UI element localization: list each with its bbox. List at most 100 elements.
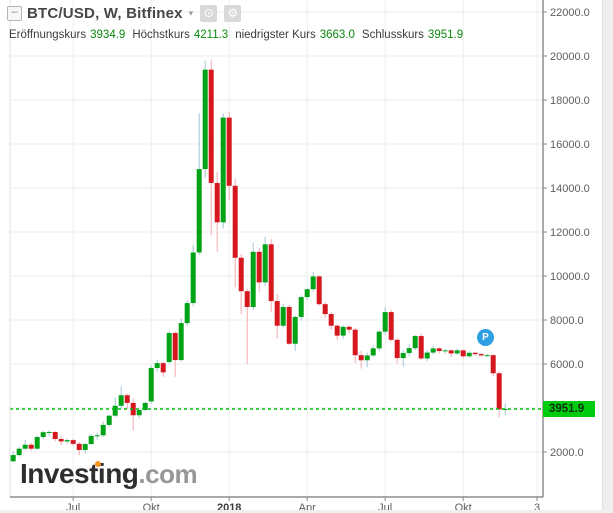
open-label: Eröffnungskurs: [9, 29, 87, 41]
candle-body: [22, 444, 28, 449]
candle-body: [430, 348, 436, 353]
candle-body: [196, 169, 202, 253]
y-tick-label: 18000.0: [550, 95, 590, 107]
candle-body: [130, 402, 136, 416]
investing-logo: Investing.com: [20, 458, 198, 490]
candle-body: [148, 367, 154, 402]
y-tick-label: 2000.0: [550, 447, 584, 459]
candle-body: [88, 435, 94, 445]
candle-body: [226, 117, 232, 186]
candle-body: [502, 409, 508, 411]
open-value: 3934.9: [90, 29, 126, 41]
snapshot-icon[interactable]: ⊙: [200, 5, 218, 22]
candle-body: [118, 395, 124, 406]
ohlc-legend: Eröffnungskurs 3934.9 Höchstkurs 4211.3 nied…: [9, 29, 470, 41]
candle-body: [310, 276, 316, 290]
candle-body: [178, 323, 184, 361]
candle-body: [406, 348, 412, 353]
candle-body: [52, 431, 58, 440]
x-tick-label: 2018: [217, 502, 241, 513]
x-tick-label: 3: [534, 502, 540, 513]
candle-body: [142, 402, 148, 410]
candle-body: [10, 455, 16, 462]
candle-body: [394, 339, 400, 359]
candle-body: [214, 182, 220, 223]
close-value: 3951.9: [427, 29, 464, 41]
candle-body: [154, 363, 160, 368]
low-value: 3663.0: [319, 29, 355, 41]
candle-body: [418, 336, 424, 359]
candle-body: [478, 354, 484, 356]
candle-body: [340, 326, 346, 336]
publisher-marker[interactable]: P: [477, 329, 494, 346]
candle-body: [298, 297, 304, 317]
candle-body: [250, 251, 256, 308]
y-tick-label: 20000.0: [550, 51, 590, 63]
candle-body: [328, 314, 334, 326]
page-bottom-strip: [0, 510, 613, 513]
high-label: Höchstkurs: [132, 29, 190, 41]
x-tick-label: Jul: [66, 502, 80, 513]
candle-body: [34, 437, 40, 449]
close-label: Schlusskurs: [361, 29, 424, 41]
symbol-title[interactable]: BTC/USD, W, Bitfinex: [27, 5, 183, 22]
candle-body: [58, 439, 64, 442]
candle-body: [244, 291, 250, 308]
candle-body: [370, 348, 376, 356]
candle-body: [28, 444, 34, 449]
candle-body: [424, 352, 430, 359]
y-tick-label: 12000.0: [550, 227, 590, 239]
candle-body: [358, 355, 364, 361]
candle-body: [112, 405, 118, 416]
logo-text: Investing: [20, 458, 139, 489]
x-tick-label: Apr: [299, 502, 316, 513]
chevron-down-icon[interactable]: ▾: [188, 8, 194, 18]
low-label: niedrigster Kurs: [235, 29, 316, 41]
x-tick-label: Okt: [143, 502, 160, 513]
candle-body: [100, 424, 106, 436]
candle-body: [166, 332, 172, 363]
candle-body: [262, 244, 268, 283]
candle-body: [460, 350, 466, 357]
candle-body: [448, 350, 454, 354]
candle-body: [352, 329, 358, 356]
y-tick-label: 14000.0: [550, 183, 590, 195]
candle-body: [64, 440, 70, 442]
candle-body: [490, 355, 496, 374]
candle-body: [94, 435, 100, 437]
candle-body: [16, 448, 22, 456]
candle-body: [484, 355, 490, 357]
y-tick-label: 10000.0: [550, 271, 590, 283]
high-value: 4211.3: [193, 29, 229, 41]
x-tick-label: Jul: [378, 502, 392, 513]
candle-body: [106, 415, 112, 425]
last-price-tag: 3951.9: [543, 401, 595, 417]
y-tick-label: 6000.0: [550, 359, 584, 371]
candle-body: [364, 355, 370, 361]
logo-orange-dot-icon: [95, 461, 101, 467]
candle-body: [334, 325, 340, 336]
settings-gear-icon[interactable]: ⚙: [224, 5, 242, 22]
candle-body: [160, 363, 166, 373]
candle-body: [190, 252, 196, 304]
candle-body: [124, 395, 130, 403]
candle-body: [70, 440, 76, 444]
y-tick-label: 22000.0: [550, 7, 590, 19]
y-tick-label: 16000.0: [550, 139, 590, 151]
candle-body: [40, 432, 46, 438]
candle-body: [454, 350, 460, 354]
candle-body: [400, 353, 406, 359]
logo-tld: .com: [138, 459, 198, 489]
candle-body: [82, 444, 88, 451]
candle-body: [316, 276, 322, 305]
collapse-icon[interactable]: –: [7, 6, 22, 21]
candle-body: [208, 69, 214, 183]
candle-body: [292, 316, 298, 344]
candle-body: [436, 348, 442, 352]
candle-body: [46, 431, 52, 433]
candle-body: [280, 307, 286, 326]
candle-body: [304, 289, 310, 298]
candle-body: [268, 244, 274, 302]
candle-body: [136, 409, 142, 416]
